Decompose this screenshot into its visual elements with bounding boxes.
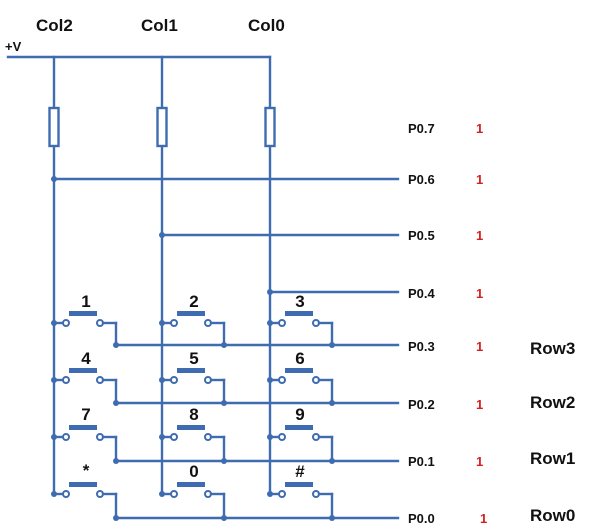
key-label-7: 7 [81,405,90,424]
keypad-switch [52,482,118,520]
junction-dot [267,289,273,295]
keypad-switch [160,311,226,347]
switch-contact [170,319,178,327]
port-value-p0-4: 1 [476,286,483,301]
switch-key-bar [69,311,97,316]
row-label-row1: Row1 [530,449,575,468]
key-label-3: 3 [295,292,304,311]
keypad-switches [52,311,334,520]
port-value-p0-0: 1 [480,511,487,526]
port-value-p0-2: 1 [476,397,483,412]
keypad-switch [160,368,226,405]
switch-key-bar [285,368,313,373]
supply-voltage-label: +V [5,39,22,54]
switch-key-bar [69,368,97,373]
switch-contact [170,433,178,441]
switch-key-bar [69,482,97,487]
row-label-row3: Row3 [530,339,575,358]
switch-contact [62,490,70,498]
column-label-col2: Col2 [36,16,73,35]
switch-key-bar [285,311,313,316]
pull-up-resistors [48,106,276,148]
switch-contact [170,490,178,498]
switch-key-bar [177,311,205,316]
switch-contact [278,376,286,384]
switch-contact [278,433,286,441]
switch-contact [278,490,286,498]
column-label-col1: Col1 [141,16,178,35]
key-label-6: 6 [295,349,304,368]
port-label-p0-6: P0.6 [408,172,435,187]
keypad-switch [52,368,118,405]
port-label-p0-0: P0.0 [408,511,435,526]
keypad-switch [52,311,118,347]
keypad-switch [268,482,334,520]
keypad-switch [268,311,334,347]
switch-contact [62,319,70,327]
port-label-p0-3: P0.3 [408,339,435,354]
keypad-switch [52,425,118,463]
keypad-switch [160,425,226,463]
switch-key-bar [69,425,97,430]
port-value-p0-5: 1 [476,228,483,243]
switch-key-bar [177,368,205,373]
switch-key-bar [285,482,313,487]
key-label-2: 2 [189,292,198,311]
switch-key-bar [177,425,205,430]
port-label-p0-5: P0.5 [408,228,435,243]
row-label-row0: Row0 [530,506,575,525]
key-label-8: 8 [189,405,198,424]
row-label-row2: Row2 [530,393,575,412]
port-label-p0-2: P0.2 [408,397,435,412]
switch-contact [170,376,178,384]
resistor [156,106,168,148]
switch-contact [278,319,286,327]
switch-key-bar [177,482,205,487]
key-label-9: 9 [295,405,304,424]
switch-contact [62,376,70,384]
port-value-p0-1: 1 [476,454,483,469]
key-label-star: * [83,461,90,480]
switch-key-bar [285,425,313,430]
key-label-4: 4 [81,349,91,368]
circuit-wires [6,55,400,520]
keypad-switch [268,425,334,463]
keypad-switch [160,482,226,520]
resistor [264,106,276,148]
junction-dot [159,232,165,238]
port-label-p0-1: P0.1 [408,454,435,469]
port-value-p0-3: 1 [476,339,483,354]
junction-dot [51,176,57,182]
key-label-1: 1 [81,292,90,311]
port-label-p0-4: P0.4 [408,286,436,301]
port-label-p0-7: P0.7 [408,121,435,136]
port-value-p0-7: 1 [476,121,483,136]
switch-contact [62,433,70,441]
wire-junctions [51,176,335,521]
key-label-5: 5 [189,349,198,368]
key-label-0: 0 [189,462,198,481]
port-value-p0-6: 1 [476,172,483,187]
keypad-switch [268,368,334,405]
column-label-col0: Col0 [248,16,285,35]
key-label-hash: # [295,462,305,481]
resistor [48,106,60,148]
